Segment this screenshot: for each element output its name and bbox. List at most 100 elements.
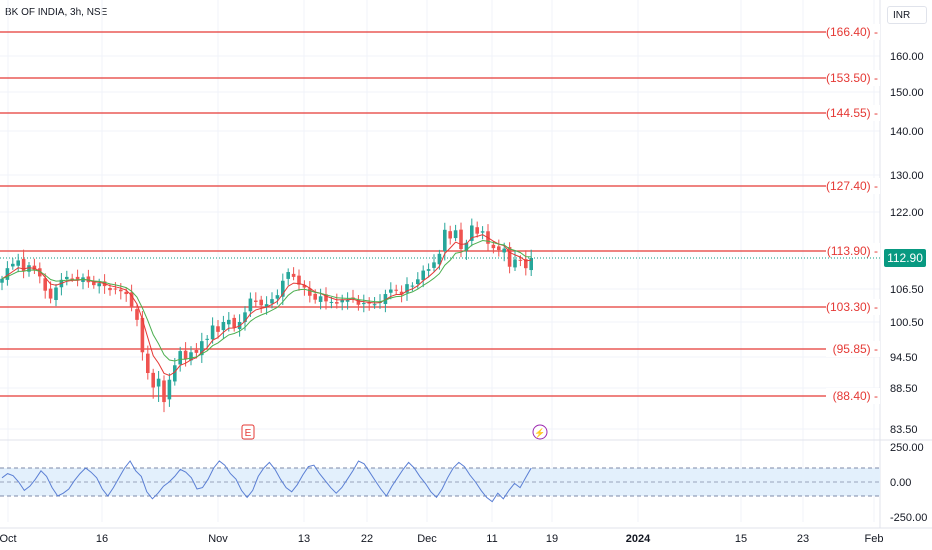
candle-body xyxy=(205,338,209,340)
level-label-bg xyxy=(826,24,880,40)
candle-body xyxy=(232,317,236,328)
time-tick-label: 2024 xyxy=(626,533,651,545)
candle-body xyxy=(345,299,350,302)
candle-body xyxy=(65,276,69,280)
level-label-bg xyxy=(826,388,880,404)
price-tick-label: 160.00 xyxy=(890,51,924,63)
level-label-bg xyxy=(826,341,880,357)
candle-body xyxy=(421,270,425,281)
candle-body xyxy=(54,287,58,301)
level-label-bg xyxy=(826,178,880,194)
candle-body xyxy=(529,258,533,271)
dividend-event-marker xyxy=(532,424,548,440)
candle-body xyxy=(151,372,155,388)
candle-body xyxy=(524,259,528,269)
price-axis: 160.00 150.00 140.00 130.00 122.00 106.50 100.… xyxy=(890,51,924,436)
time-tick-label: Oct xyxy=(0,533,17,545)
candle-body xyxy=(108,288,112,291)
candle-body xyxy=(432,262,436,268)
candle-body xyxy=(264,304,269,308)
grid xyxy=(0,0,932,528)
time-tick-label: 23 xyxy=(797,533,809,545)
candle-body xyxy=(453,230,458,239)
candle-body xyxy=(291,273,296,277)
candle-body xyxy=(248,298,253,312)
candle-body xyxy=(221,322,226,331)
candle-body xyxy=(162,380,166,403)
candle-body xyxy=(140,317,145,353)
candle-body xyxy=(329,301,334,303)
dividend-event-label: ⚡ xyxy=(534,427,545,439)
level-label-bg xyxy=(826,105,880,121)
candle-body xyxy=(113,288,118,290)
candle-body xyxy=(38,268,42,277)
candle-body xyxy=(313,293,317,300)
last-price-badge-label: 112.90 xyxy=(887,251,923,265)
candle-body xyxy=(173,365,177,382)
level-label: (88.40) - xyxy=(833,389,878,403)
candle-body xyxy=(281,280,285,297)
candle-body xyxy=(270,299,274,304)
cci-line xyxy=(1,460,532,503)
candle-body xyxy=(210,325,215,340)
candle-body xyxy=(399,291,404,295)
level-label: (153.50) - xyxy=(826,71,878,85)
candle-body xyxy=(167,379,172,400)
candle-body xyxy=(491,244,496,249)
candle-body xyxy=(11,263,15,267)
candle-body xyxy=(16,260,20,266)
time-tick-label: Nov xyxy=(208,533,228,545)
candle-body xyxy=(318,296,323,302)
cci-axis: 250.00 0.00 -250.00 xyxy=(890,442,927,524)
currency-selector[interactable]: INR xyxy=(887,6,927,24)
last-price-badge-bg xyxy=(884,249,926,267)
candle-body xyxy=(194,350,199,353)
candle-body xyxy=(189,352,193,361)
level-label: (166.40) - xyxy=(826,25,878,39)
support-resistance-levels: (166.40) - (153.50) - (144.55) - (127.40) -… xyxy=(0,24,880,404)
candle-body xyxy=(178,351,182,365)
candle-body xyxy=(216,326,220,332)
time-tick-label: Dec xyxy=(417,533,437,545)
candle-body xyxy=(383,294,388,305)
candle-body xyxy=(464,242,469,251)
price-tick-label: 122.00 xyxy=(890,207,924,219)
earnings-event-marker xyxy=(241,424,255,440)
level-label: (95.85) - xyxy=(833,342,878,356)
candle-body xyxy=(70,278,74,280)
candle-body xyxy=(254,300,258,302)
price-tick-label: 100.50 xyxy=(890,317,924,329)
level-label-bg xyxy=(826,299,880,315)
cci-indicator xyxy=(1,460,532,503)
candle-body xyxy=(302,284,307,288)
candle-body xyxy=(27,265,31,272)
candle-body xyxy=(389,289,393,293)
candle-body xyxy=(0,278,4,283)
level-label-bg xyxy=(826,70,880,86)
chart-title: BK OF INDIA, 3h, NSE xyxy=(5,7,108,18)
price-tick-label: 83.50 xyxy=(890,424,918,436)
candle-body xyxy=(443,229,447,252)
time-tick-label: 19 xyxy=(546,533,558,545)
time-tick-label: 16 xyxy=(96,533,108,545)
price-tick-label: 106.50 xyxy=(890,284,924,296)
candle-body xyxy=(124,291,128,295)
candle-body xyxy=(183,350,188,360)
price-tick-label: 150.00 xyxy=(890,87,924,99)
candle-body xyxy=(410,285,415,287)
price-tick-label: 88.50 xyxy=(890,383,918,395)
candle-body xyxy=(367,302,371,304)
candle-body xyxy=(356,299,361,305)
candle-body xyxy=(362,303,366,305)
event-markers: E ⚡ xyxy=(241,424,548,440)
candles xyxy=(0,218,533,413)
candle-body xyxy=(372,304,377,306)
candle-body xyxy=(146,353,150,374)
candle-body xyxy=(475,227,479,234)
time-axis-bg xyxy=(0,528,932,550)
candle-body xyxy=(459,229,463,250)
candle-body xyxy=(48,288,53,299)
candle-body xyxy=(480,231,485,233)
level-label: (144.55) - xyxy=(826,106,878,120)
